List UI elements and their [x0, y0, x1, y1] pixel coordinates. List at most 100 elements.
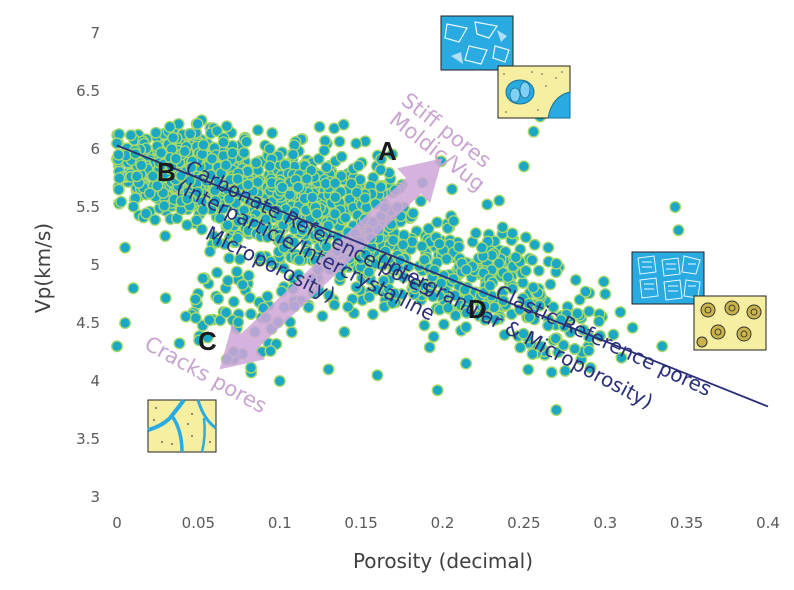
data-point: [148, 213, 161, 226]
y-tick-label: 6.5: [76, 82, 100, 100]
data-point: [614, 306, 627, 319]
data-point: [583, 305, 596, 318]
data-point: [221, 274, 234, 287]
data-point: [522, 363, 535, 376]
x-tick-label: 0.15: [344, 514, 377, 532]
data-point: [559, 364, 572, 377]
data-point: [155, 146, 168, 159]
data-point: [460, 357, 473, 370]
x-tick-label: 0.4: [756, 514, 780, 532]
data-point: [242, 269, 255, 282]
data-point: [359, 248, 372, 261]
data-point: [481, 198, 494, 211]
data-point: [217, 202, 230, 215]
y-tick-label: 4: [90, 372, 100, 390]
data-point: [264, 345, 277, 358]
data-point: [597, 275, 610, 288]
data-point: [254, 250, 267, 263]
data-point: [582, 344, 595, 357]
data-point: [181, 218, 194, 231]
data-point: [223, 192, 236, 205]
data-point: [263, 160, 276, 173]
data-point: [527, 281, 540, 294]
data-point: [119, 241, 132, 254]
data-point: [328, 298, 341, 311]
data-point: [449, 309, 462, 322]
data-point: [243, 291, 256, 304]
y-tick-label: 5.5: [76, 198, 100, 216]
data-point: [158, 199, 171, 212]
data-point: [159, 292, 172, 305]
data-point: [293, 253, 306, 266]
data-point: [469, 227, 482, 240]
data-point: [345, 177, 358, 190]
data-point: [509, 251, 522, 264]
data-point: [448, 289, 461, 302]
data-point: [337, 118, 350, 131]
data-point: [112, 183, 125, 196]
data-point: [124, 129, 137, 142]
data-point: [181, 192, 194, 205]
data-point: [514, 341, 527, 354]
data-point: [526, 254, 539, 267]
data-point: [526, 348, 539, 361]
data-point: [323, 289, 336, 302]
data-point: [517, 160, 530, 173]
data-point: [427, 290, 440, 303]
data-point: [363, 266, 376, 279]
data-point: [568, 342, 581, 355]
data-point: [173, 337, 186, 350]
data-point: [287, 148, 300, 161]
data-point: [333, 135, 346, 148]
data-point: [185, 161, 198, 174]
x-tick-label: 0.1: [268, 514, 292, 532]
data-point: [247, 216, 260, 229]
data-point: [615, 351, 628, 364]
data-point: [191, 117, 204, 130]
data-point: [140, 207, 153, 220]
point-d-label: D: [468, 294, 487, 324]
data-point: [506, 227, 519, 240]
data-point: [522, 297, 535, 310]
data-point: [227, 295, 240, 308]
data-point: [416, 240, 429, 253]
data-point: [669, 200, 682, 213]
data-point: [250, 156, 263, 169]
data-point: [542, 241, 555, 254]
data-point: [300, 172, 313, 185]
data-point: [190, 214, 203, 227]
data-point: [203, 314, 216, 327]
data-point: [571, 307, 584, 320]
data-point: [127, 282, 140, 295]
data-point: [119, 317, 132, 330]
data-point: [285, 326, 298, 339]
data-point: [195, 223, 208, 236]
data-point: [312, 152, 325, 165]
data-point: [212, 292, 225, 305]
data-point: [370, 283, 383, 296]
data-point: [418, 319, 431, 332]
data-point: [209, 194, 222, 207]
x-tick-label: 0.25: [507, 514, 540, 532]
data-point: [329, 177, 342, 190]
data-point: [130, 170, 143, 183]
data-point: [238, 146, 251, 159]
arrow-shape: [219, 158, 443, 370]
y-tick-label: 6: [90, 140, 100, 158]
data-point: [135, 159, 148, 172]
data-point: [452, 240, 465, 253]
stiffness-arrow: [219, 158, 443, 370]
data-point: [374, 163, 387, 176]
data-point: [203, 245, 216, 258]
data-point: [626, 321, 639, 334]
y-tick-label: 7: [90, 24, 100, 42]
data-point: [230, 265, 243, 278]
data-point: [579, 285, 592, 298]
data-point: [318, 144, 331, 157]
data-point: [447, 214, 460, 227]
data-point: [221, 219, 234, 232]
data-point: [535, 340, 548, 353]
data-point: [226, 146, 239, 159]
data-point: [431, 216, 444, 229]
inset-vug-icon: [497, 65, 571, 119]
